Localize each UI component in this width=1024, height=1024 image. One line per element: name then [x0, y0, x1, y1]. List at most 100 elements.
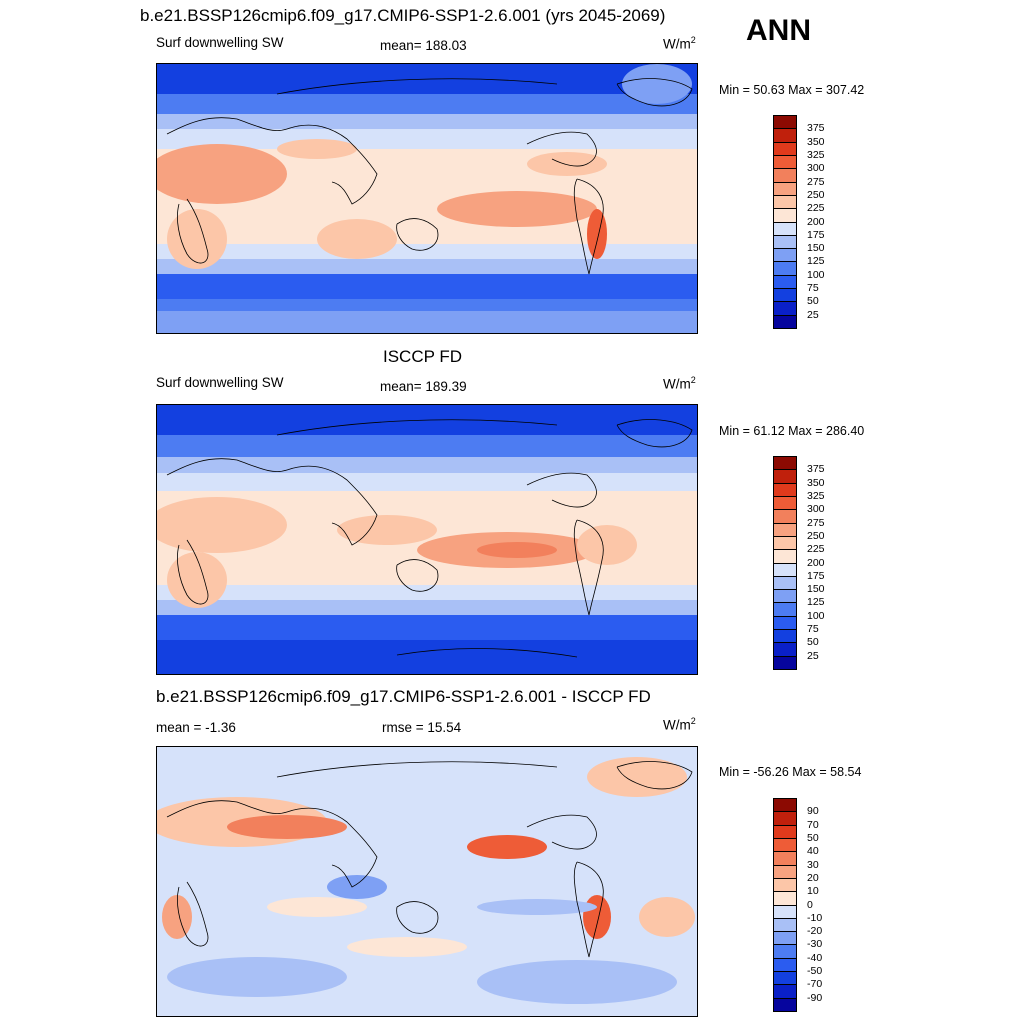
colorbar-cell	[773, 549, 797, 564]
colorbar-cell	[773, 115, 797, 130]
colorbar-cell	[773, 615, 797, 631]
colorbar-tick-label: 325	[807, 148, 825, 161]
colorbar-cell	[773, 602, 797, 617]
colorbar-tick-label: 200	[807, 215, 825, 228]
colorbar-cell	[773, 562, 797, 577]
panel2-map	[156, 404, 698, 675]
colorbar-tick-label: -30	[807, 938, 823, 951]
colorbar-cell	[773, 194, 797, 210]
colorbar-tick-label: 25	[807, 308, 819, 321]
colorbar-tick-label: -50	[807, 965, 823, 978]
panel1-variable-label: Surf downwelling SW	[156, 35, 284, 50]
panel3-minmax: Min = -56.26 Max = 58.54	[719, 765, 862, 779]
colorbar-tick-label: 175	[807, 569, 825, 582]
colorbar-cell	[773, 811, 797, 826]
colorbar-tick-label: 20	[807, 871, 819, 884]
panel2-mean-label: mean= 189.39	[380, 379, 467, 394]
colorbar-tick-label: 275	[807, 175, 825, 188]
colorbar-cell	[773, 984, 797, 999]
colorbar-cell	[773, 469, 797, 484]
panel3-units: W/m2	[663, 716, 696, 733]
colorbar-cell	[773, 642, 797, 657]
panel1-minmax: Min = 50.63 Max = 307.42	[719, 83, 865, 97]
colorbar-tick-label: 225	[807, 543, 825, 556]
colorbar-cell	[773, 997, 797, 1012]
colorbar-tick-label: 125	[807, 255, 825, 268]
colorbar-cell	[773, 181, 797, 196]
panel1-colorbar: 375 350 325 300 275 250 225 200 175 150 125 100 75 50…	[773, 115, 825, 329]
colorbar-tick-label: -90	[807, 991, 823, 1004]
panel3-rmse-label: rmse = 15.54	[382, 720, 462, 735]
colorbar-tick-label: 90	[807, 805, 819, 818]
panel3-mean-label: mean = -1.36	[156, 720, 236, 735]
panel3-map-svg	[157, 747, 697, 1016]
colorbar-cell	[773, 509, 797, 524]
colorbar-cell	[773, 482, 797, 497]
colorbar-cell	[773, 851, 797, 866]
colorbar-tick-label: 100	[807, 609, 825, 622]
panel1-mean-label: mean= 188.03	[380, 38, 467, 53]
colorbar-cell	[773, 208, 797, 223]
colorbar-cell	[773, 274, 797, 290]
colorbar-cell	[773, 522, 797, 537]
colorbar-tick-label: 375	[807, 122, 825, 135]
colorbar-cell	[773, 168, 797, 183]
colorbar-cell	[773, 535, 797, 551]
colorbar-tick-label: 50	[807, 831, 819, 844]
colorbar-cell	[773, 931, 797, 946]
panel1-units: W/m2	[663, 35, 696, 52]
colorbar-cell	[773, 917, 797, 933]
colorbar-tick-label: -40	[807, 951, 823, 964]
page-title: b.e21.BSSP126cmip6.f09_g17.CMIP6-SSP1-2.…	[140, 6, 666, 25]
colorbar-tick-label: 75	[807, 282, 819, 295]
colorbar-tick-label: 50	[807, 295, 819, 308]
colorbar-cell	[773, 655, 797, 670]
colorbar-cell	[773, 575, 797, 591]
colorbar-tick-label: 350	[807, 476, 825, 489]
panel1-map-svg	[157, 64, 697, 333]
colorbar-tick-label: 40	[807, 845, 819, 858]
colorbar-cell	[773, 248, 797, 263]
colorbar-cell	[773, 877, 797, 893]
colorbar-cell	[773, 495, 797, 511]
colorbar-cell	[773, 288, 797, 303]
panel2-variable-label: Surf downwelling SW	[156, 375, 284, 390]
colorbar-cell	[773, 944, 797, 959]
panel2-units: W/m2	[663, 375, 696, 392]
colorbar-cell	[773, 904, 797, 919]
colorbar-tick-label: 300	[807, 503, 825, 516]
colorbar-tick-label: 125	[807, 596, 825, 609]
colorbar-cell	[773, 824, 797, 839]
panel1-map	[156, 63, 698, 334]
colorbar-cell	[773, 234, 797, 250]
colorbar-tick-label: 0	[807, 898, 813, 911]
panel3-colorbar: 90 70 50 40 30 20 10 0 -10 -20 -30 -40 -50 -70 -90	[773, 798, 822, 1012]
colorbar-cell	[773, 837, 797, 853]
colorbar-tick-label: 150	[807, 242, 825, 255]
colorbar-tick-label: 250	[807, 188, 825, 201]
colorbar-cell	[773, 629, 797, 644]
colorbar-tick-label: 200	[807, 556, 825, 569]
colorbar-cell	[773, 891, 797, 906]
panel3-title: b.e21.BSSP126cmip6.f09_g17.CMIP6-SSP1-2.…	[156, 687, 651, 706]
colorbar-cell	[773, 456, 797, 471]
colorbar-cell	[773, 864, 797, 879]
colorbar-tick-label: 100	[807, 268, 825, 281]
colorbar-cell	[773, 221, 797, 236]
colorbar-cell	[773, 301, 797, 316]
colorbar-tick-label: 300	[807, 162, 825, 175]
colorbar-cell	[773, 154, 797, 170]
colorbar-tick-label: 50	[807, 636, 819, 649]
colorbar-tick-label: -10	[807, 911, 823, 924]
colorbar-cell	[773, 141, 797, 156]
panel3-map	[156, 746, 698, 1017]
colorbar-tick-label: 10	[807, 885, 819, 898]
colorbar-cell	[773, 589, 797, 604]
colorbar-tick-label: 225	[807, 202, 825, 215]
colorbar-tick-label: 275	[807, 516, 825, 529]
panel2-minmax: Min = 61.12 Max = 286.40	[719, 424, 865, 438]
colorbar-tick-label: 325	[807, 489, 825, 502]
colorbar-tick-label: 175	[807, 228, 825, 241]
colorbar-tick-label: -70	[807, 978, 823, 991]
panel2-map-svg	[157, 405, 697, 674]
